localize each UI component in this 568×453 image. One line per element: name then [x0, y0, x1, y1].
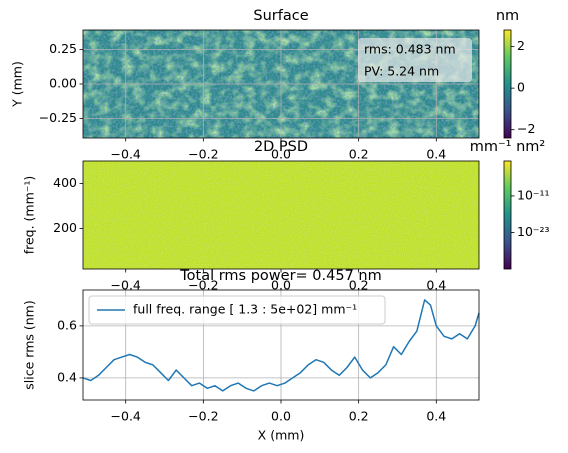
x-tick-label: 0.0	[271, 278, 291, 293]
x-tick-label: 0.2	[349, 409, 369, 424]
annotation: PV: 5.24 nm	[364, 64, 439, 79]
x-tick-label: 0.2	[349, 278, 369, 293]
psd-texture	[83, 161, 479, 269]
colorbar-tick-label: 10⁻¹¹	[517, 187, 550, 202]
colorbar-tick-label: 2	[517, 38, 525, 53]
chart-title: Total rms power= 0.457 nm	[179, 268, 381, 284]
annotation: rms: 0.483 nm	[364, 42, 456, 57]
x-tick-label: −0.2	[188, 409, 218, 424]
colorbar-tick-label: −2	[517, 121, 535, 136]
y-tick-label: 200	[53, 220, 77, 235]
y-axis-label: freq. (mm⁻¹)	[22, 176, 37, 255]
y-tick-label: 0.25	[49, 41, 77, 56]
colorbar-tick-label: 10⁻²³	[517, 224, 550, 239]
y-tick-label: 400	[53, 175, 77, 190]
x-tick-label: 0.0	[271, 409, 291, 424]
axes-frame	[82, 160, 480, 270]
chart-title: Surface	[253, 8, 308, 24]
y-tick-label: 0.4	[57, 369, 77, 384]
x-tick-label: 0.4	[426, 278, 446, 293]
y-tick-label: 0.00	[49, 76, 77, 91]
axes-frame	[82, 29, 480, 139]
y-tick-label: 0.6	[57, 317, 77, 332]
y-tick-label: −0.25	[39, 110, 77, 125]
colorbar-label: nm	[496, 8, 519, 24]
colorbar	[503, 29, 512, 139]
annotation-box	[358, 38, 472, 82]
legend-box	[88, 295, 386, 325]
x-tick-label: −0.4	[111, 409, 141, 424]
colorbar	[503, 160, 512, 270]
x-tick-label: −0.2	[188, 278, 218, 293]
x-tick-label: 0.0	[271, 147, 291, 162]
x-tick-label: −0.4	[111, 147, 141, 162]
x-tick-label: −0.4	[111, 278, 141, 293]
y-axis-label: slice rms (nm)	[22, 300, 37, 389]
x-tick-label: −0.2	[188, 147, 218, 162]
axes-frame	[82, 289, 480, 401]
x-tick-label: 0.2	[349, 147, 369, 162]
legend-label: full freq. range [ 1.3 : 5e+02] mm⁻¹	[133, 302, 357, 317]
x-axis-label: X (mm)	[258, 428, 305, 443]
x-tick-label: 0.4	[426, 147, 446, 162]
chart-title: 2D PSD	[254, 139, 308, 155]
colorbar-tick-label: 0	[517, 80, 525, 95]
x-tick-label: 0.4	[426, 409, 446, 424]
data-line	[82, 299, 480, 392]
colorbar-label: mm⁻¹ nm²	[470, 139, 545, 155]
y-axis-label: Y (mm)	[10, 61, 25, 108]
